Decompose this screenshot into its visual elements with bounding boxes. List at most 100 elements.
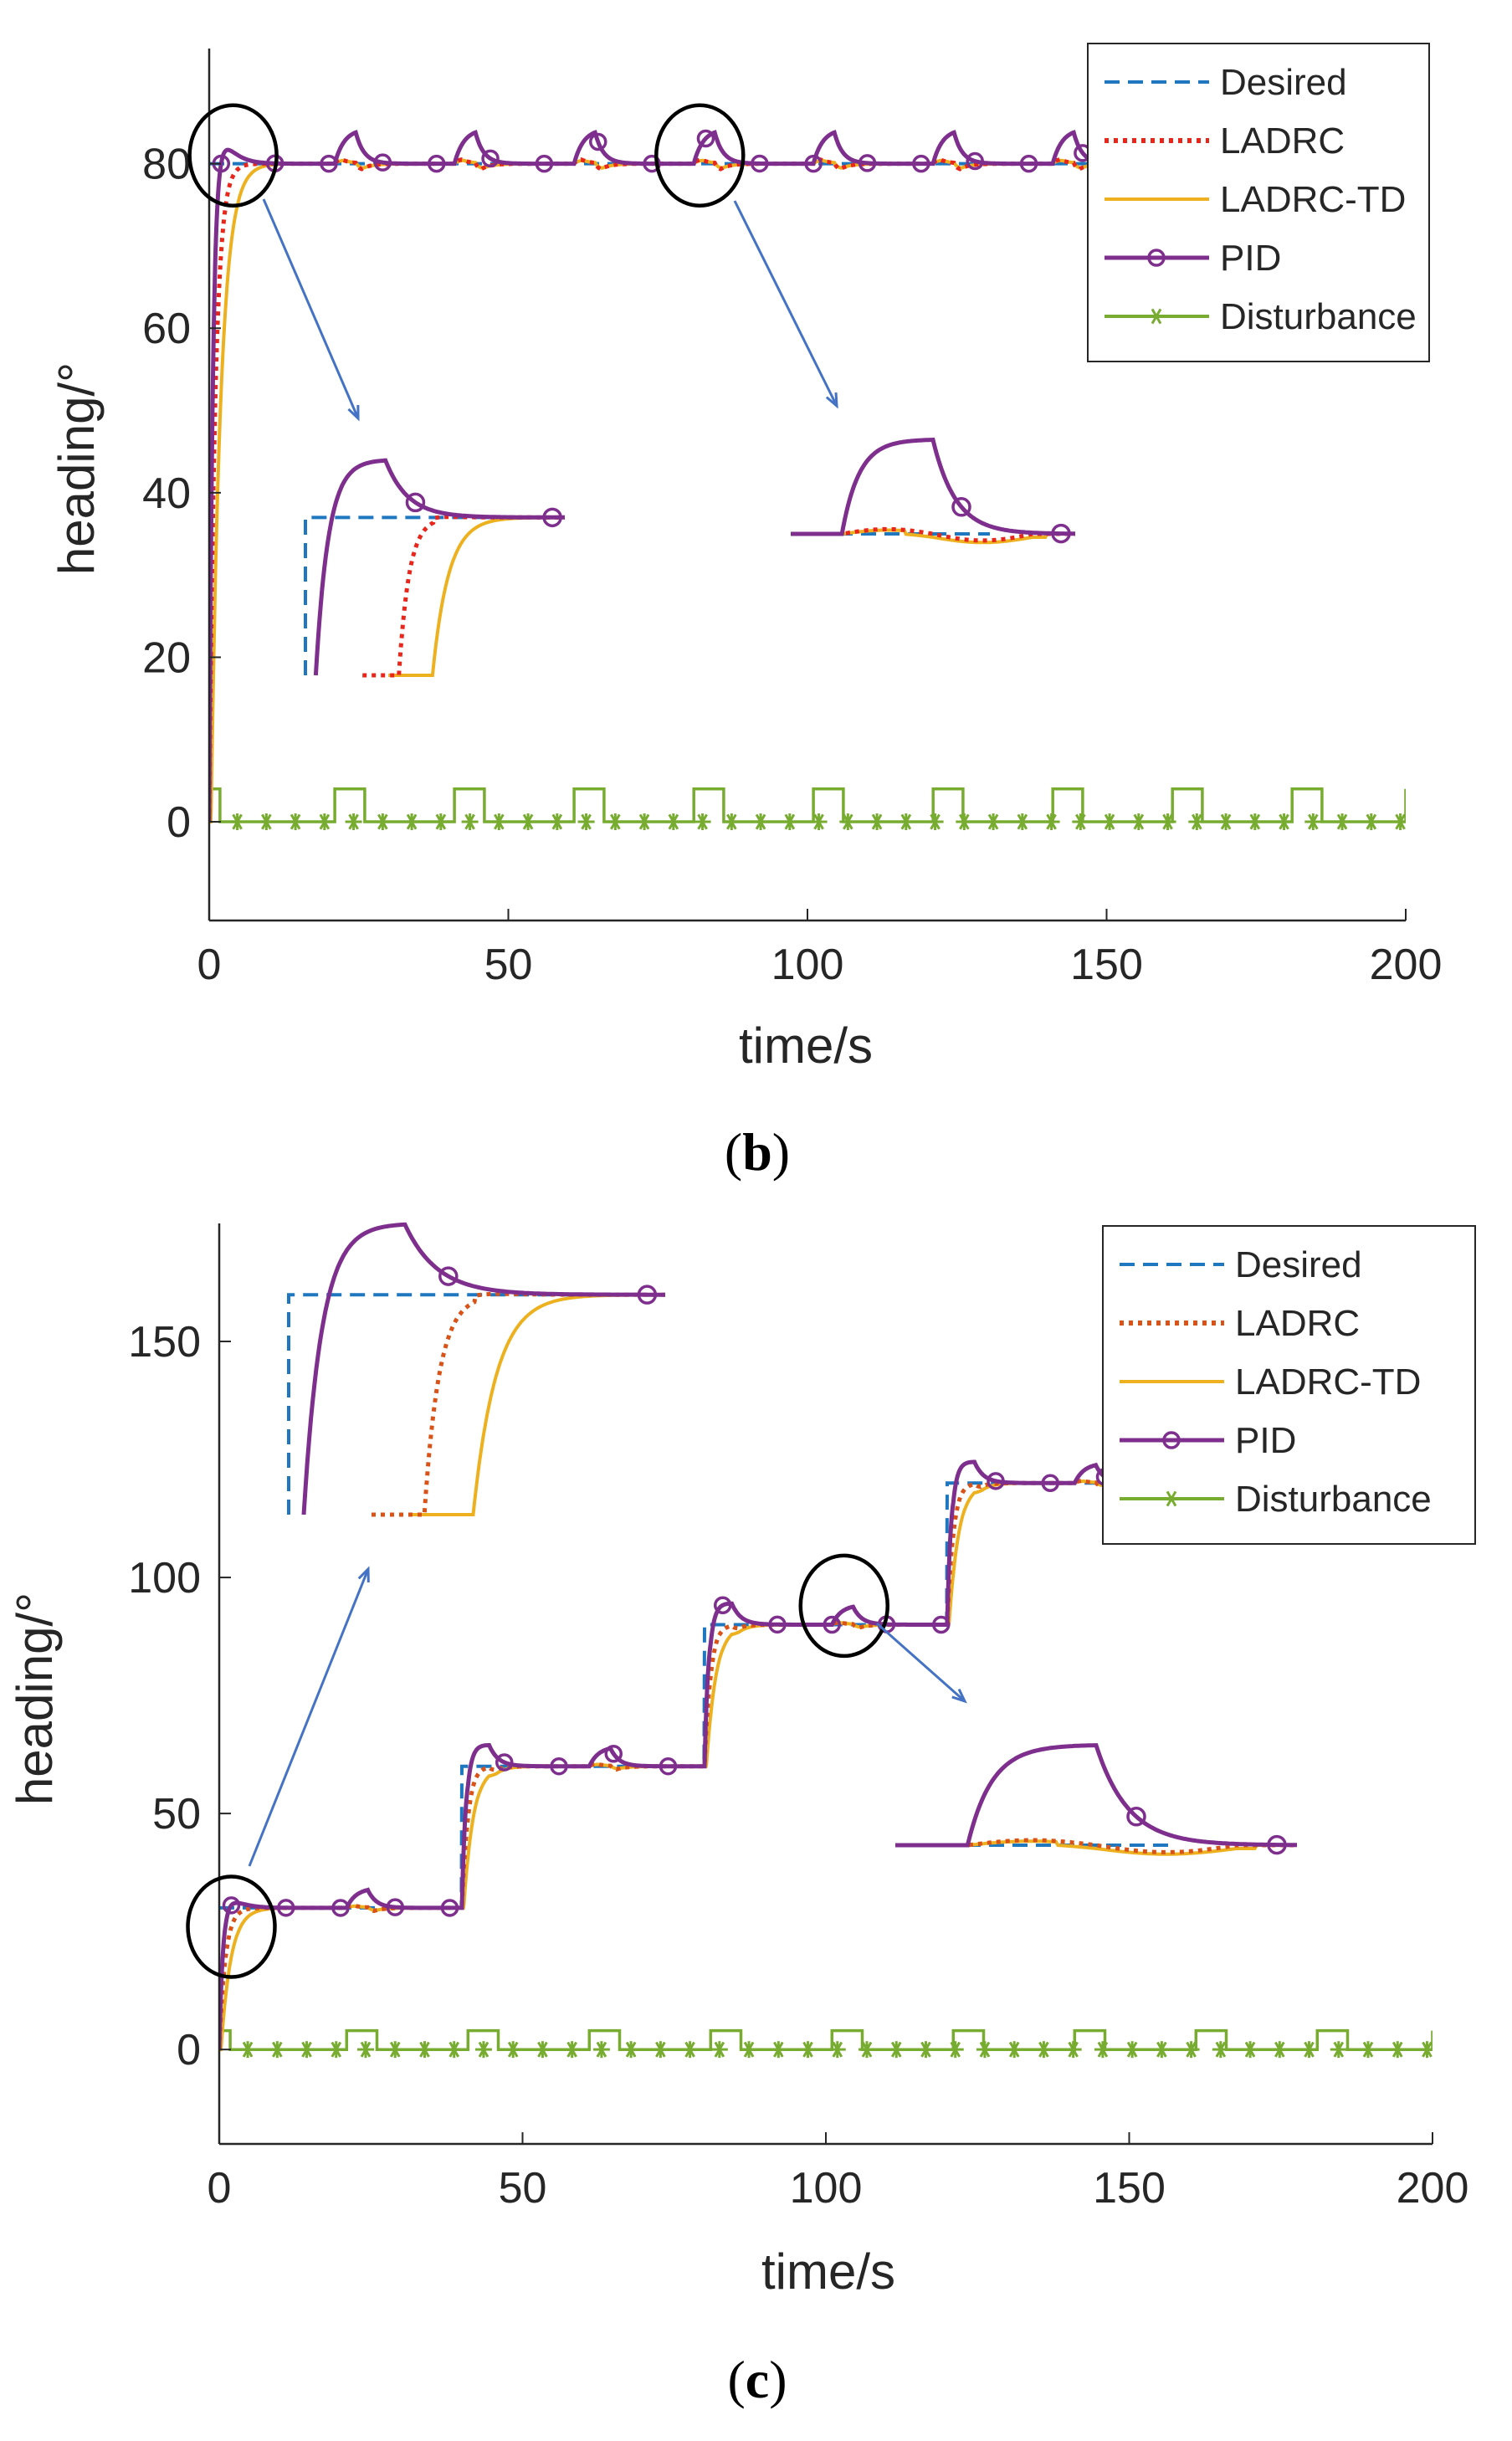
zoom-arrow-head: [347, 404, 360, 422]
inset-pid: [791, 437, 1075, 536]
disturbance-marker: [1334, 813, 1351, 831]
disturbance-marker: [403, 813, 421, 831]
disturbance-marker: [859, 2041, 876, 2059]
disturbance-marker: [1360, 2041, 1377, 2059]
pid-marker: [987, 1472, 1005, 1490]
disturbance-marker: [799, 2041, 817, 2059]
inset-pid: [895, 1743, 1297, 1848]
pid-marker: [823, 1615, 841, 1634]
disturbance-marker: [1212, 2041, 1229, 2059]
pid-marker: [495, 1753, 514, 1772]
disturbance-marker: [976, 2041, 993, 2059]
legend-label: PID: [1235, 1420, 1296, 1461]
legend-marker: [1163, 1490, 1180, 1507]
series-disturbance-c: [219, 2028, 1433, 2051]
legend-b: Desired LADRC LADRC-TD PID Disturbance: [1087, 43, 1430, 362]
disturbance-marker: [1217, 813, 1235, 831]
disturbance-marker: [770, 2041, 787, 2059]
disturbance-marker: [298, 2041, 315, 2059]
x-tick-label: 100: [771, 941, 844, 989]
disturbance-marker: [416, 2041, 433, 2059]
disturbance-marker: [1418, 2041, 1433, 2059]
disturbance-marker: [258, 813, 275, 831]
series-ladrc-c: [219, 1479, 1433, 2050]
disturbance-marker: [490, 813, 508, 831]
disturbance-marker: [1072, 813, 1089, 831]
inset-pid-marker: [951, 497, 971, 517]
legend-label: LADRC: [1220, 121, 1345, 162]
legend-label: Disturbance: [1235, 1479, 1432, 1520]
x-axis-label-c: time/s: [761, 2244, 895, 2300]
disturbance-marker: [897, 813, 915, 831]
y-tick-label: 80: [142, 141, 191, 189]
disturbance-marker: [287, 813, 305, 831]
zoom-arrow: [262, 198, 360, 419]
disturbance-marker: [664, 813, 682, 831]
x-tick-label: 150: [1093, 2164, 1166, 2213]
x-tick-label: 0: [197, 941, 222, 989]
chart-panel-c: 0 50 100 150 200 0 50 100 150 time/s heading/° D…: [7, 1222, 1476, 2409]
pid-marker: [604, 1744, 623, 1763]
y-tick-label: 40: [142, 469, 191, 518]
disturbance-marker: [956, 813, 973, 831]
disturbance-marker: [445, 2041, 463, 2059]
disturbance-marker: [592, 2041, 610, 2059]
pid-marker: [768, 1615, 787, 1634]
caption-c: (c): [727, 2350, 787, 2409]
disturbance-marker: [228, 813, 246, 831]
disturbance-marker: [839, 813, 857, 831]
zoom-arrow-head: [357, 1566, 370, 1583]
disturbance-marker: [681, 2041, 699, 2059]
zoom-ellipse-initial-step: [186, 1874, 277, 1979]
pid-marker: [589, 132, 607, 151]
zoom-arrow: [248, 1568, 370, 1867]
x-tick-label: 200: [1370, 941, 1443, 989]
x-tick-label: 150: [1070, 941, 1143, 989]
pid-marker: [535, 154, 554, 173]
disturbance-marker: [723, 813, 741, 831]
y-tick-label: 50: [152, 1790, 201, 1838]
pid-marker: [277, 1899, 295, 1917]
legend-marker: [1147, 249, 1166, 267]
zoom-ellipse-disturbance-response: [798, 1553, 889, 1659]
disturbance-marker: [1006, 2041, 1023, 2059]
disturbance-marker: [1130, 813, 1147, 831]
disturbance-marker: [1182, 2041, 1200, 2059]
caption-b: (b): [725, 1122, 790, 1182]
legend-label: Desired: [1235, 1244, 1362, 1285]
x-tick-label: 50: [499, 2164, 547, 2213]
disturbance-marker: [432, 813, 449, 831]
pid-marker: [912, 154, 930, 173]
inset-ladrc-td: [409, 1293, 665, 1516]
disturbance-marker: [374, 813, 392, 831]
pid-marker: [966, 151, 984, 171]
legend-box: [1087, 43, 1430, 362]
zoom-ellipse-initial-step: [187, 103, 279, 208]
disturbance-marker: [357, 2041, 375, 2059]
disturbance-marker: [577, 813, 595, 831]
disturbance-marker: [461, 813, 479, 831]
disturbance-marker: [563, 2041, 581, 2059]
legend-label: Disturbance: [1220, 296, 1417, 337]
y-tick-label: 0: [177, 2026, 201, 2074]
disturbance-marker: [1124, 2041, 1141, 2059]
disturbance-marker: [1389, 2041, 1407, 2059]
pid-marker: [386, 1898, 404, 1916]
x-tick-label: 100: [790, 2164, 863, 2213]
chart-panel-b: 0 50 100 150 200 0 20 40 60 80 time/s heading/° D…: [49, 43, 1443, 1182]
disturbance-marker: [345, 813, 362, 831]
y-tick-label: 60: [142, 305, 191, 353]
zoom-ellipse-disturbance-response: [654, 103, 746, 208]
disturbance-marker: [1188, 813, 1206, 831]
y-tick-label: 100: [128, 1554, 201, 1603]
disturbance-marker: [810, 813, 828, 831]
disturbance-marker: [946, 2041, 964, 2059]
zoom-arrow: [733, 200, 838, 407]
legend-label: Desired: [1220, 62, 1347, 103]
inset-pid-marker: [405, 492, 426, 513]
inset-pid-marker: [542, 507, 562, 528]
disturbance-marker: [1153, 2041, 1171, 2059]
disturbance-marker: [534, 2041, 551, 2059]
pid-marker: [858, 154, 877, 172]
legend-label: LADRC-TD: [1235, 1362, 1421, 1403]
